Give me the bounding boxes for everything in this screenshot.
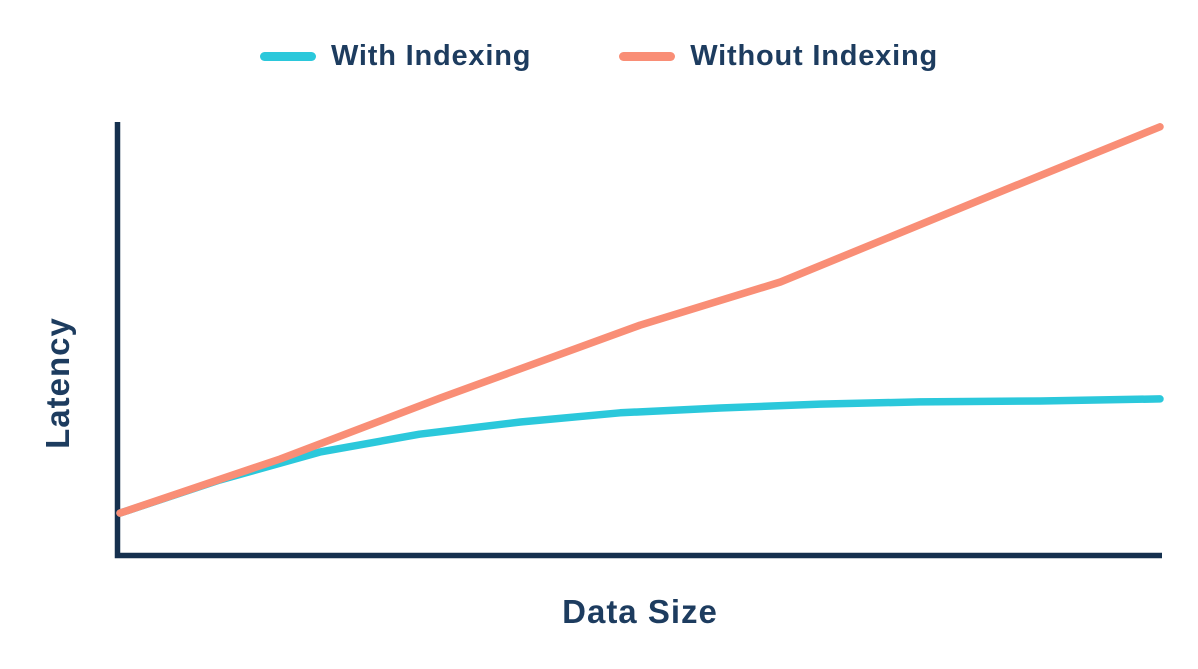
legend-item-with-indexing: With Indexing	[260, 40, 531, 73]
y-axis-label: Latency	[39, 317, 76, 449]
chart-legend: With Indexing Without Indexing	[0, 36, 1198, 76]
x-axis-label: Data Size	[562, 593, 718, 630]
legend-swatch-without-indexing-icon	[619, 51, 676, 61]
legend-label-with-indexing: With Indexing	[331, 39, 532, 72]
legend-item-without-indexing: Without Indexing	[619, 40, 938, 73]
legend-swatch-with-indexing-icon	[260, 51, 317, 61]
series-line-without-indexing	[116, 123, 1164, 517]
legend-label-without-indexing: Without Indexing	[690, 39, 938, 72]
axis-lines	[114, 122, 1162, 559]
series-lines	[116, 123, 1164, 517]
series-line-with-indexing	[116, 395, 1164, 517]
